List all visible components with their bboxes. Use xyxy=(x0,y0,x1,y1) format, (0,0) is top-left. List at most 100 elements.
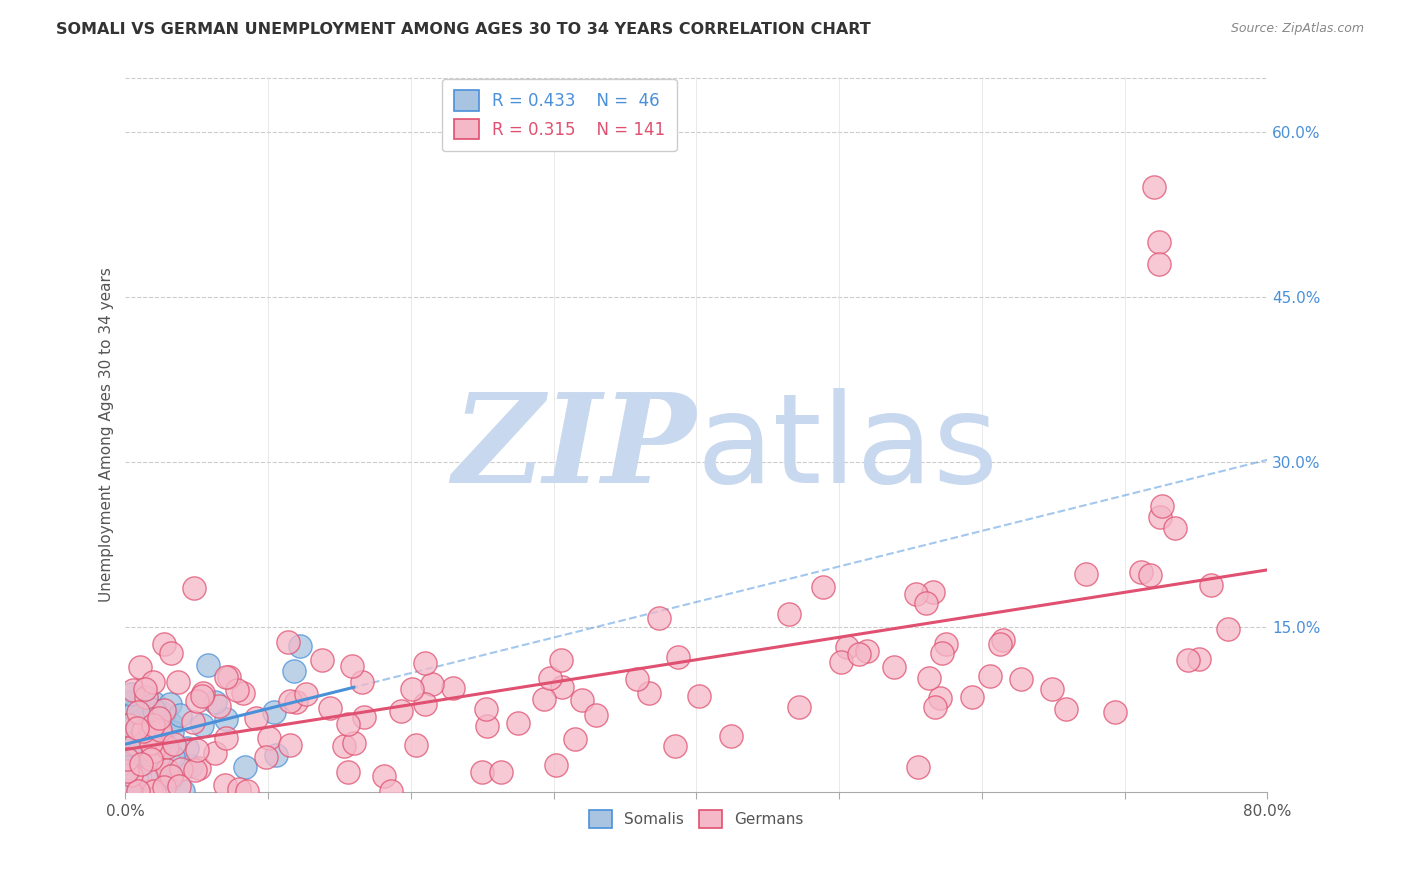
Point xyxy=(142,718,165,732)
Point xyxy=(1177,652,1199,666)
Point xyxy=(283,665,305,679)
Point xyxy=(1149,510,1171,524)
Point xyxy=(176,741,198,756)
Point xyxy=(186,743,208,757)
Point xyxy=(915,596,938,610)
Point xyxy=(420,676,443,690)
Point xyxy=(254,750,277,764)
Point xyxy=(855,644,877,658)
Point xyxy=(835,640,858,654)
Point xyxy=(149,738,172,752)
Text: Source: ZipAtlas.com: Source: ZipAtlas.com xyxy=(1230,22,1364,36)
Point xyxy=(232,686,254,700)
Point xyxy=(187,761,209,775)
Point xyxy=(264,747,287,762)
Point xyxy=(720,729,742,743)
Point xyxy=(159,697,181,711)
Point xyxy=(477,719,499,733)
Point xyxy=(132,735,155,749)
Point xyxy=(124,737,146,751)
Point xyxy=(929,690,952,705)
Point xyxy=(183,581,205,595)
Point xyxy=(688,689,710,703)
Point xyxy=(191,689,214,703)
Point xyxy=(1199,578,1222,592)
Point xyxy=(571,693,593,707)
Point xyxy=(131,704,153,718)
Point xyxy=(215,671,238,685)
Point xyxy=(160,725,183,739)
Point xyxy=(120,687,142,701)
Point xyxy=(115,764,138,778)
Point xyxy=(263,705,285,719)
Point xyxy=(136,700,159,714)
Point xyxy=(988,637,1011,651)
Point xyxy=(475,702,498,716)
Point xyxy=(1011,673,1033,687)
Point xyxy=(991,632,1014,647)
Point xyxy=(163,737,186,751)
Point xyxy=(245,711,267,725)
Point xyxy=(170,762,193,776)
Point xyxy=(218,670,240,684)
Point xyxy=(127,784,149,798)
Point xyxy=(1054,702,1077,716)
Point xyxy=(491,764,513,779)
Point xyxy=(148,711,170,725)
Point xyxy=(150,766,173,780)
Point xyxy=(142,675,165,690)
Point xyxy=(664,739,686,753)
Point xyxy=(115,751,138,765)
Point xyxy=(1147,257,1170,271)
Point xyxy=(830,655,852,669)
Point xyxy=(1164,521,1187,535)
Point xyxy=(141,725,163,739)
Point xyxy=(1104,705,1126,719)
Y-axis label: Unemployment Among Ages 30 to 34 years: Unemployment Among Ages 30 to 34 years xyxy=(100,268,114,602)
Point xyxy=(204,695,226,709)
Point xyxy=(191,717,214,731)
Point xyxy=(1152,499,1174,513)
Point xyxy=(124,726,146,740)
Text: ZIP: ZIP xyxy=(453,388,696,509)
Point xyxy=(142,696,165,710)
Point xyxy=(122,732,145,747)
Point xyxy=(1074,567,1097,582)
Point xyxy=(1130,565,1153,579)
Point xyxy=(160,717,183,731)
Point xyxy=(117,744,139,758)
Point xyxy=(191,686,214,700)
Point xyxy=(290,639,312,653)
Point xyxy=(129,756,152,771)
Point xyxy=(132,724,155,739)
Point xyxy=(550,653,572,667)
Point xyxy=(139,784,162,798)
Point xyxy=(120,768,142,782)
Point xyxy=(122,682,145,697)
Point xyxy=(167,674,190,689)
Point xyxy=(215,712,238,726)
Point xyxy=(471,764,494,779)
Point xyxy=(160,772,183,786)
Point xyxy=(197,658,219,673)
Point xyxy=(918,671,941,685)
Point xyxy=(1218,622,1240,636)
Point xyxy=(257,731,280,745)
Point xyxy=(401,681,423,696)
Point xyxy=(405,739,427,753)
Point xyxy=(169,779,191,793)
Point xyxy=(1143,180,1166,194)
Point xyxy=(883,659,905,673)
Point xyxy=(129,660,152,674)
Point xyxy=(236,784,259,798)
Point xyxy=(311,653,333,667)
Point xyxy=(277,635,299,649)
Point xyxy=(152,780,174,794)
Point xyxy=(225,683,247,698)
Point xyxy=(413,698,436,712)
Point xyxy=(132,723,155,738)
Point xyxy=(134,681,156,696)
Point xyxy=(181,714,204,729)
Point xyxy=(935,637,957,651)
Point xyxy=(139,752,162,766)
